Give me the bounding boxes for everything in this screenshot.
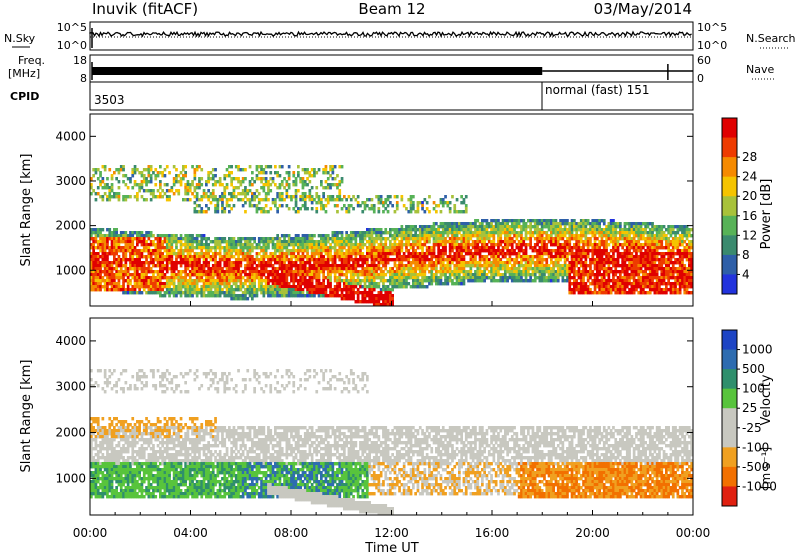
nave-tick-bottom: 0 — [697, 72, 704, 85]
nsearch-label: N.Search — [746, 32, 796, 45]
nsearch-trace — [90, 28, 693, 48]
x-tick-label: 20:00 — [575, 526, 610, 540]
x-tick-label: 04:00 — [173, 526, 208, 540]
freq-unit: [MHz] — [8, 67, 40, 80]
y-tick-label: 1000 — [55, 263, 86, 277]
colorbar-swatch — [722, 447, 737, 468]
nsearch-tick-top: 10^5 — [697, 21, 727, 34]
x-tick-label: 00:00 — [676, 526, 711, 540]
colorbar-swatch — [722, 388, 737, 409]
colorbar-tick-label: -500 — [742, 460, 769, 474]
colorbar-swatch — [722, 369, 737, 390]
nsky-tick-top: 10^5 — [57, 21, 87, 34]
colorbar-swatch — [722, 157, 737, 178]
nsky-panel — [89, 21, 694, 51]
cpid-label: CPID — [10, 90, 39, 103]
x-tick-label: 12:00 — [374, 526, 409, 540]
cpid-segment-2: normal (fast) 151 — [545, 83, 649, 97]
colorbar-swatch — [722, 408, 737, 429]
colorbar-swatch — [722, 137, 737, 158]
colorbar-swatch — [722, 215, 737, 236]
colorbar-tick-label: 1000 — [742, 343, 773, 357]
y-tick-label: 4000 — [55, 129, 86, 143]
y-tick-label: 2000 — [55, 219, 86, 233]
colorbar-tick-label: 16 — [742, 209, 757, 223]
colorbar-tick-label: -1000 — [742, 479, 777, 493]
freq-trace — [91, 62, 693, 80]
power-ylabel: Slant Range [km] — [19, 154, 34, 267]
y-tick-label: 2000 — [55, 426, 86, 440]
nsky-trace — [89, 30, 692, 38]
x-tick-label: 08:00 — [274, 526, 309, 540]
nave-label: Nave — [746, 63, 774, 76]
colorbar-swatch — [722, 235, 737, 256]
x-tick-label: 16:00 — [475, 526, 510, 540]
freq-tick-bottom: 8 — [80, 72, 87, 85]
nsearch-tick-bottom: 10^0 — [697, 39, 727, 52]
colorbar-tick-label: -100 — [742, 440, 769, 454]
colorbar-swatch — [722, 196, 737, 217]
x-tick-label: 00:00 — [73, 526, 108, 540]
colorbar-swatch — [722, 349, 737, 370]
y-tick-label: 4000 — [55, 334, 86, 348]
y-tick-label: 3000 — [55, 380, 86, 394]
colorbar-tick-label: 12 — [742, 228, 757, 242]
colorbar-tick-label: 24 — [742, 170, 757, 184]
colorbar-tick-label: 500 — [742, 362, 765, 376]
colorbar-swatch — [722, 254, 737, 275]
colorbar-tick-label: -25 — [742, 421, 762, 435]
colorbar-swatch — [722, 466, 737, 487]
nsky-tick-bottom: 10^0 — [57, 39, 87, 52]
station-title: Inuvik (fitACF) — [92, 0, 198, 18]
x-axis: 00:00 04:00 08:00 12:00 16:00 20:00 00:00 — [73, 301, 711, 540]
colorbar-tick-label: 4 — [742, 267, 750, 281]
y-tick-label: 3000 — [55, 174, 86, 188]
cpid-panel — [89, 81, 694, 111]
colorbar-tick-label: 20 — [742, 189, 757, 203]
colorbar-swatch — [722, 486, 737, 507]
colorbar-swatch — [722, 330, 737, 351]
cpid-segment-1: 3503 — [94, 93, 125, 107]
y-tick-label: 1000 — [55, 471, 86, 485]
power-colorbar-label: Power [dB] — [759, 179, 774, 250]
colorbar-swatch — [722, 176, 737, 197]
freq-panel — [89, 54, 694, 83]
velocity-colorbar-unit: [m s⁻¹] — [759, 447, 773, 489]
freq-tick-top: 18 — [73, 54, 87, 67]
nsky-label: N.Sky — [4, 32, 36, 45]
colorbar-tick-label: 25 — [742, 401, 757, 415]
colorbar-swatch — [722, 427, 737, 448]
velocity-panel: 1000 2000 3000 4000 — [55, 317, 694, 516]
colorbar-swatch — [722, 118, 737, 139]
velocity-ylabel: Slant Range [km] — [19, 360, 34, 473]
velocity-colorbar: 1000 500 100 25 -25 -100 -500 -1000 — [721, 329, 777, 507]
power-colorbar: 4 8 12 16 20 24 28 — [721, 117, 757, 295]
x-axis-label: Time UT — [364, 541, 418, 554]
freq-label: Freq. — [18, 54, 45, 67]
nave-tick-top: 60 — [697, 54, 711, 67]
date-title: 03/May/2014 — [594, 0, 692, 18]
colorbar-tick-label: 100 — [742, 382, 765, 396]
beam-title: Beam 12 — [358, 0, 425, 18]
power-panel: 1000 2000 3000 4000 — [55, 113, 694, 307]
colorbar-tick-label: 8 — [742, 248, 750, 262]
colorbar-tick-label: 28 — [742, 150, 757, 164]
colorbar-swatch — [722, 274, 737, 295]
velocity-colorbar-label: Velocity — [759, 374, 774, 425]
